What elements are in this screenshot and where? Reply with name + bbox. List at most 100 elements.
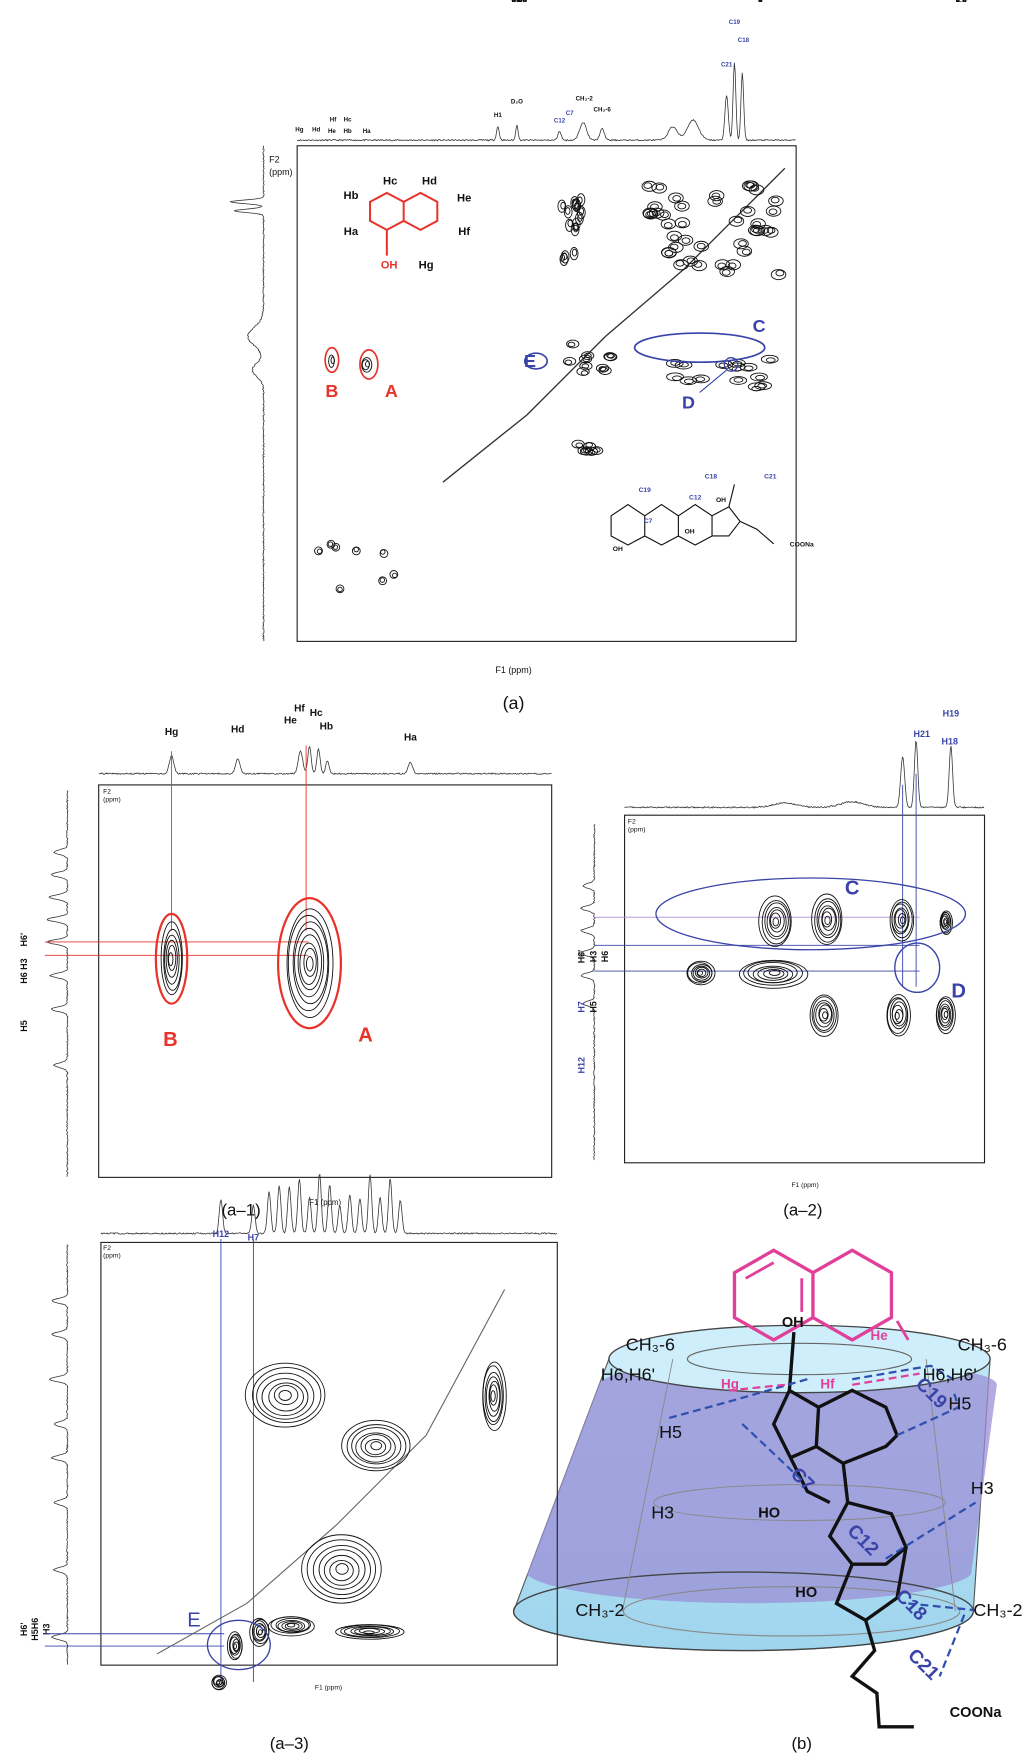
cross-peak bbox=[679, 362, 688, 366]
cross-peak bbox=[722, 270, 730, 276]
label: OH bbox=[716, 497, 726, 504]
cross-peak bbox=[354, 547, 358, 551]
y-tick-label: 3.8 bbox=[0, 0, 1, 4]
cross-peak bbox=[561, 202, 565, 209]
label: Hf bbox=[330, 117, 337, 124]
cross-peak bbox=[734, 217, 742, 223]
region-marker bbox=[278, 898, 341, 1028]
label: Hg bbox=[721, 1376, 739, 1391]
y-tick-label: 3.3 bbox=[0, 0, 1, 4]
label: Ha bbox=[344, 226, 359, 238]
cross-peak bbox=[287, 1623, 295, 1627]
label: H5 bbox=[948, 1394, 971, 1414]
cross-peak bbox=[739, 960, 807, 988]
cross-peak bbox=[771, 197, 779, 203]
cross-peak bbox=[661, 219, 676, 229]
label: C21 bbox=[903, 1645, 943, 1685]
cross-peak bbox=[823, 1012, 828, 1019]
label: D bbox=[682, 392, 695, 412]
label: H6' bbox=[19, 933, 29, 947]
label: (ppm) bbox=[269, 167, 292, 177]
label: C21 bbox=[764, 473, 777, 480]
y-tick-label: 2.6 bbox=[512, 0, 524, 4]
diagonal bbox=[157, 1290, 505, 1654]
cross-peak bbox=[670, 235, 678, 241]
label: C19 bbox=[639, 487, 652, 494]
label: Hg bbox=[165, 727, 178, 738]
label: Hd bbox=[231, 725, 244, 736]
cross-peak bbox=[279, 1390, 291, 1400]
cross-peak bbox=[168, 945, 176, 970]
y-tick-label: 4.0 bbox=[0, 0, 1, 4]
y-tick-label: 2.8 bbox=[0, 0, 1, 4]
y-tick-label: 3.6 bbox=[0, 0, 1, 4]
cross-peak bbox=[769, 209, 777, 215]
label: He bbox=[457, 192, 471, 204]
cross-peak bbox=[371, 1442, 382, 1450]
cross-peak bbox=[678, 221, 686, 227]
label: Hg bbox=[419, 260, 434, 272]
cross-peak bbox=[558, 200, 566, 212]
cross-peak bbox=[766, 358, 775, 362]
diagonal bbox=[443, 168, 785, 482]
label: C bbox=[753, 316, 766, 336]
label: A bbox=[385, 381, 398, 401]
figure: 87654321012345678F1 (ppm)F2(ppm)(a)HgHdH… bbox=[0, 0, 1026, 1758]
label: HO bbox=[795, 1585, 817, 1601]
cross-peak bbox=[822, 908, 836, 930]
label: H5H6 bbox=[30, 1618, 40, 1641]
cross-peak bbox=[491, 1391, 495, 1402]
label: Hc bbox=[344, 117, 352, 124]
y-tick-label: 4.4 bbox=[0, 0, 1, 4]
region-marker bbox=[635, 333, 765, 362]
cross-peak bbox=[568, 220, 572, 227]
y-tick-label: 0.4 bbox=[956, 0, 968, 4]
y-tick-label: 3.6 bbox=[0, 0, 1, 4]
spectrum-trace bbox=[297, 63, 795, 141]
cross-peak bbox=[684, 379, 693, 383]
y-tick-label: 3.4 bbox=[0, 0, 1, 4]
label: Hg bbox=[295, 127, 303, 134]
y-tick-label: 2.8 bbox=[0, 0, 1, 4]
y-tick-label: 3.5 bbox=[0, 0, 1, 4]
label: COONa bbox=[790, 542, 814, 549]
cross-peak bbox=[744, 208, 752, 214]
cross-peak bbox=[486, 1377, 500, 1417]
page: {"figure":{ "panel_a":{"caption":"(a)","… bbox=[0, 0, 1026, 1758]
cross-peak bbox=[740, 363, 757, 371]
cross-peak bbox=[392, 573, 396, 577]
label: A bbox=[358, 1024, 373, 1046]
label: Hd bbox=[312, 127, 320, 134]
cross-peak bbox=[317, 549, 321, 553]
spectrum-trace bbox=[579, 824, 595, 1160]
cross-peak bbox=[697, 969, 706, 977]
label: Ha bbox=[404, 732, 417, 743]
cross-peak bbox=[274, 1386, 298, 1405]
label: F2 bbox=[628, 819, 636, 826]
cross-peak bbox=[381, 550, 385, 554]
label: C7 bbox=[644, 518, 653, 525]
cross-peak bbox=[776, 270, 784, 276]
y-tick-label: 3.6 bbox=[0, 0, 1, 4]
y-tick-label: 3.4 bbox=[0, 0, 1, 4]
label: CH₃-2 bbox=[973, 1600, 1022, 1620]
cross-peak bbox=[257, 1373, 314, 1419]
label: C21 bbox=[721, 62, 733, 69]
label: CH₃-2 bbox=[576, 95, 594, 102]
label: H12 bbox=[576, 1057, 586, 1073]
y-tick-label: 4.0 bbox=[0, 0, 1, 4]
cross-peak bbox=[765, 903, 789, 939]
caption: (a–2) bbox=[783, 1200, 822, 1219]
spectrum-trace bbox=[231, 146, 265, 641]
y-tick-label: 3.4 bbox=[0, 0, 1, 4]
y-tick-label: 0 bbox=[758, 0, 763, 4]
naphthol-structure bbox=[370, 193, 437, 256]
label: D bbox=[951, 981, 966, 1003]
label: H3 bbox=[971, 1478, 994, 1498]
cross-peak bbox=[644, 183, 652, 189]
label: C7 bbox=[566, 110, 574, 117]
label: Hb bbox=[320, 721, 333, 732]
region-marker bbox=[656, 878, 965, 950]
cross-peak bbox=[313, 1545, 370, 1594]
y-tick-label: 8 bbox=[0, 0, 1, 4]
